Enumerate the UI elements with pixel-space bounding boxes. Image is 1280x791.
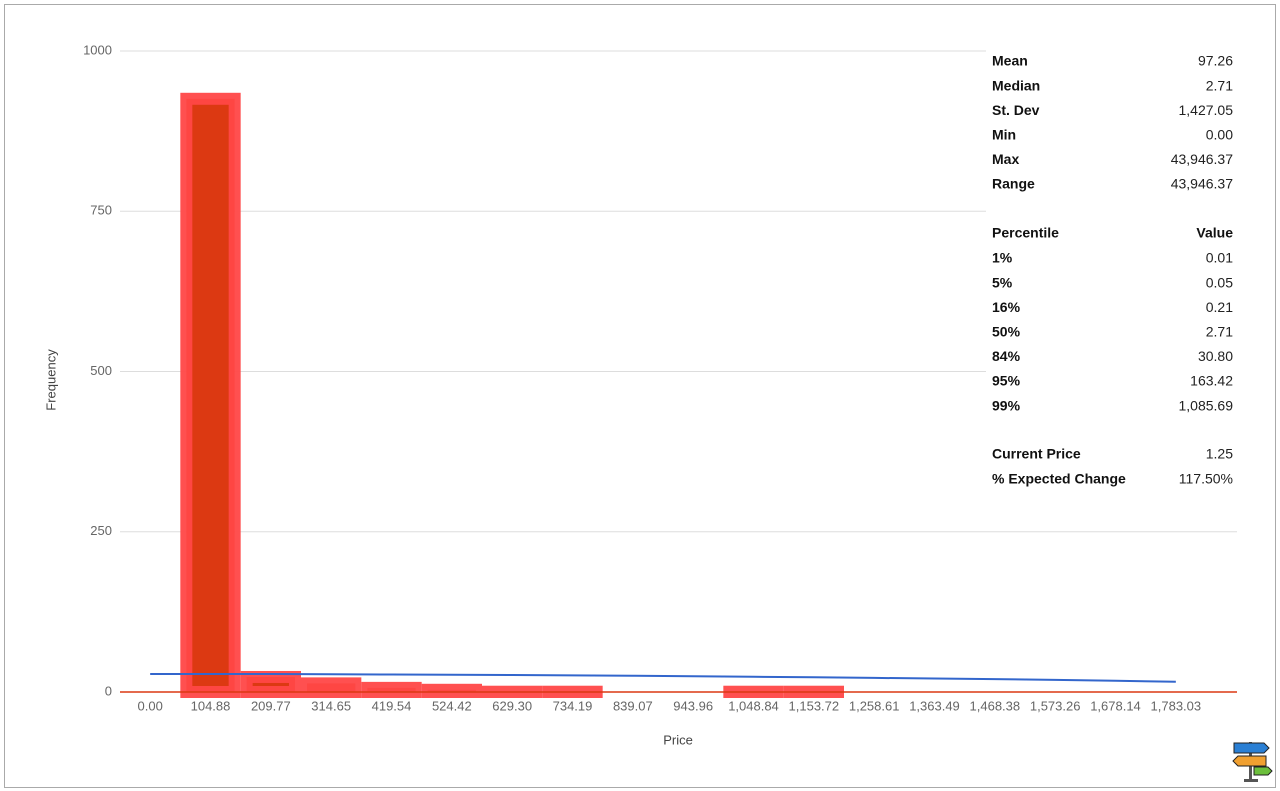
stat-label: 16% <box>992 299 1021 315</box>
stat-label: 95% <box>992 373 1021 389</box>
x-tick-label: 1,153.72 <box>789 698 840 713</box>
x-tick-label: 419.54 <box>372 698 412 713</box>
stat-value: 0.21 <box>1206 299 1233 315</box>
y-tick-label: 250 <box>90 523 112 538</box>
y-tick-label: 0 <box>105 683 112 698</box>
y-tick-label: 1000 <box>83 42 112 57</box>
x-tick-label: 314.65 <box>311 698 351 713</box>
x-tick-label: 1,468.38 <box>970 698 1021 713</box>
stat-header: Value <box>1196 225 1233 241</box>
x-tick-label: 104.88 <box>191 698 231 713</box>
logo-icon <box>1232 742 1273 782</box>
stat-value: 117.50% <box>1179 470 1233 486</box>
bar <box>180 92 241 698</box>
x-tick-label: 209.77 <box>251 698 291 713</box>
stat-value: 1,427.05 <box>1179 102 1234 118</box>
stat-value: 0.00 <box>1206 127 1233 143</box>
density-line <box>150 673 1176 683</box>
stat-label: Max <box>992 151 1019 167</box>
stat-value: 0.01 <box>1206 250 1233 266</box>
stat-label: Current Price <box>992 446 1081 462</box>
x-tick-label: 1,678.14 <box>1090 698 1141 713</box>
stat-value: 2.71 <box>1206 77 1233 93</box>
stat-value: 1.25 <box>1206 446 1233 462</box>
stats-table: Mean 97.26 Median 2.71 St. Dev 1,427.05 Min 0.0… <box>986 50 1238 495</box>
x-tick-label: 0.00 <box>138 698 163 713</box>
marks <box>120 92 1237 699</box>
stat-label: 5% <box>992 274 1013 290</box>
x-tick-label: 734.19 <box>553 698 593 713</box>
x-tick-label: 839.07 <box>613 698 653 713</box>
x-tick-label: 629.30 <box>492 698 532 713</box>
stat-header: Percentile <box>992 225 1059 241</box>
stat-value: 2.71 <box>1206 324 1233 340</box>
stat-label: Median <box>992 77 1040 93</box>
stat-label: % Expected Change <box>992 470 1126 486</box>
stat-label: 99% <box>992 397 1021 413</box>
stat-value: 43,946.37 <box>1171 151 1233 167</box>
stat-label: St. Dev <box>992 102 1040 118</box>
stat-value: 97.26 <box>1198 53 1233 69</box>
stat-value: 43,946.37 <box>1171 176 1233 192</box>
stats-background <box>986 50 1238 495</box>
stat-value: 1,085.69 <box>1179 397 1234 413</box>
x-tick-label: 1,258.61 <box>849 698 900 713</box>
x-tick-label: 1,048.84 <box>728 698 779 713</box>
stat-label: Mean <box>992 53 1028 69</box>
y-tick-label: 750 <box>90 203 112 218</box>
x-tick-label: 524.42 <box>432 698 472 713</box>
x-tick-label: 1,363.49 <box>909 698 960 713</box>
stat-label: 84% <box>992 348 1021 364</box>
stat-label: Range <box>992 176 1035 192</box>
bar <box>301 677 362 699</box>
bar <box>240 670 302 698</box>
stat-label: 1% <box>992 250 1013 266</box>
x-tick-label: 943.96 <box>673 698 713 713</box>
y-axis-title: Frequency <box>43 349 58 411</box>
stat-value: 0.05 <box>1206 274 1233 290</box>
x-tick-label: 1,573.26 <box>1030 698 1081 713</box>
y-tick-label: 500 <box>90 363 112 378</box>
x-tick-label: 1,783.03 <box>1151 698 1202 713</box>
stat-value: 30.80 <box>1198 348 1233 364</box>
x-axis-title: Price <box>663 732 693 747</box>
stat-label: Min <box>992 127 1016 143</box>
stat-label: 50% <box>992 324 1021 340</box>
stat-value: 163.42 <box>1190 373 1233 389</box>
